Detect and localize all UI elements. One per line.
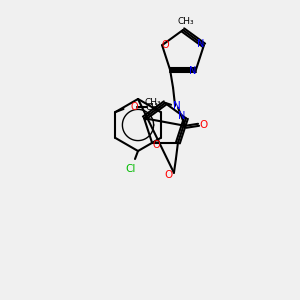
Text: O: O (152, 140, 160, 150)
Text: N: N (189, 66, 197, 76)
Text: CH₃: CH₃ (145, 98, 161, 107)
Text: CH₃: CH₃ (145, 103, 162, 112)
Text: N: N (197, 39, 205, 49)
Text: CH₃: CH₃ (178, 17, 194, 26)
Text: O: O (131, 102, 138, 112)
Text: Cl: Cl (126, 164, 136, 174)
Text: O: O (165, 170, 173, 180)
Text: N: N (173, 101, 181, 111)
Text: N: N (178, 111, 186, 121)
Text: O: O (161, 40, 169, 50)
Text: O: O (199, 120, 207, 130)
